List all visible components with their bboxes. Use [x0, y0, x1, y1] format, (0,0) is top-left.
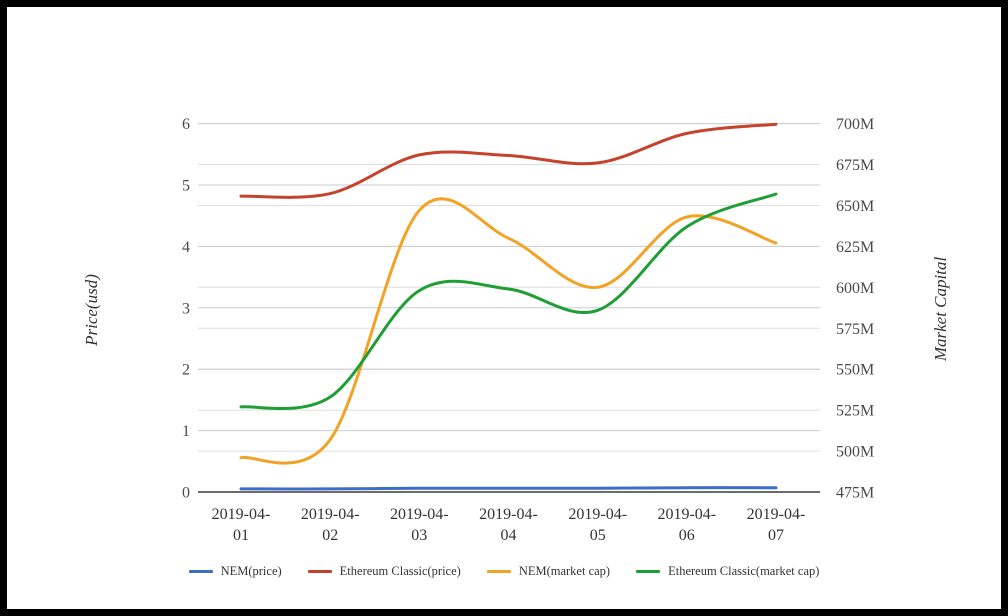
- x-tick-label: 2019-04-07: [747, 506, 806, 544]
- series-line-nem-market-cap[interactable]: [239, 197, 778, 465]
- right-tick-label: 575M: [836, 321, 874, 338]
- left-tick-label: 5: [182, 178, 190, 195]
- legend-swatch: [307, 570, 332, 573]
- chart-legend: NEM(price) Ethereum Classic(price) NEM(mar…: [7, 564, 1001, 579]
- legend-item-nem-price[interactable]: NEM(price): [188, 564, 282, 579]
- right-tick-label: 700M: [836, 116, 874, 133]
- series-line-nem-price[interactable]: [239, 486, 778, 491]
- right-tick-label: 550M: [836, 362, 874, 379]
- legend-item-nem-market-cap[interactable]: NEM(market cap): [486, 564, 611, 579]
- series-line-ethereum-classic-price[interactable]: [239, 122, 778, 199]
- x-tick-label: 2019-04-06: [657, 506, 716, 544]
- left-tick-label: 0: [182, 485, 190, 502]
- legend-label: Ethereum Classic(price): [339, 564, 461, 578]
- right-tick-label: 600M: [836, 280, 874, 297]
- right-tick-label: 650M: [836, 198, 874, 215]
- x-tick-label: 2019-04-03: [390, 506, 449, 544]
- right-tick-label: 625M: [836, 239, 874, 256]
- right-tick-label: 500M: [836, 444, 874, 461]
- left-tick-label: 3: [182, 300, 190, 317]
- legend-label: NEM(market cap): [518, 564, 611, 578]
- x-tick-label: 2019-04-02: [301, 506, 360, 544]
- x-tick-label: 2019-04-04: [479, 506, 538, 544]
- right-tick-label: 475M: [836, 485, 874, 502]
- right-tick-label: 675M: [836, 157, 874, 174]
- right-tick-label: 525M: [836, 403, 874, 420]
- left-tick-label: 6: [182, 116, 190, 133]
- line-chart-plot[interactable]: 0 1 2 3 4 5 6 475M 500M 525M 550M 575M 600M 625M 650M 6…: [7, 7, 1001, 609]
- legend-label: Ethereum Classic(market cap): [668, 564, 820, 578]
- x-tick-label: 2019-04-05: [568, 506, 627, 544]
- left-tick-label: 1: [182, 423, 190, 440]
- legend-swatch: [188, 570, 213, 573]
- legend-label: NEM(price): [220, 564, 282, 578]
- legend-swatch: [636, 570, 661, 573]
- legend-swatch: [486, 570, 511, 573]
- left-tick-label: 4: [182, 239, 190, 256]
- series-line-ethereum-classic-market-cap[interactable]: [239, 192, 778, 411]
- legend-item-ethereum-classic-market-cap[interactable]: Ethereum Classic(market cap): [636, 564, 819, 579]
- x-tick-label: 2019-04-01: [212, 506, 271, 544]
- legend-item-ethereum-classic-price[interactable]: Ethereum Classic(price): [307, 564, 461, 579]
- left-tick-label: 2: [182, 362, 190, 379]
